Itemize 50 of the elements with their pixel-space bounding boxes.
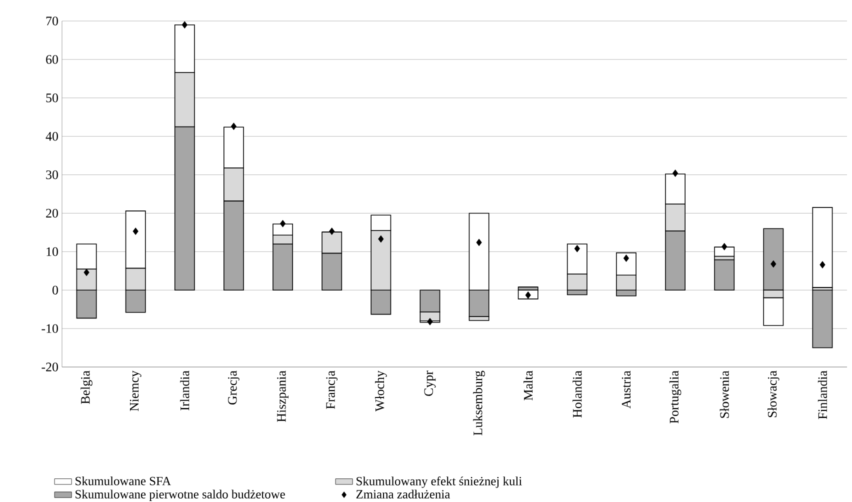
x-tick-label: Luksemburg xyxy=(473,370,485,436)
y-tick-label: 60 xyxy=(46,55,58,64)
x-tick-label: Malta xyxy=(524,370,533,400)
x-tick-label: Włochy xyxy=(375,370,387,412)
x-tick-label: Irlandia xyxy=(180,370,190,410)
point xyxy=(722,242,728,250)
x-tick-label: Portugalia xyxy=(669,370,682,424)
y-tick-label: -10 xyxy=(42,324,58,333)
y-tick-label: 10 xyxy=(46,247,58,256)
y-tick-label: -20 xyxy=(42,362,58,372)
point xyxy=(329,228,335,235)
x-tick-label: Niemcy xyxy=(130,370,142,412)
x-tick-label: Holandia xyxy=(572,370,582,418)
legend-label: Skumulowane pierwotne saldo budżetowe xyxy=(76,490,285,501)
x-tick-label: Cypr xyxy=(424,370,436,396)
legend-label: Skumulowane SFA xyxy=(76,476,171,486)
x-tick-label: Belgia xyxy=(80,370,92,404)
point xyxy=(770,260,776,268)
point xyxy=(182,21,188,29)
y-tick-label: 0 xyxy=(52,286,58,294)
x-tick-label: Hiszpania xyxy=(277,370,288,422)
y-tick-label: 50 xyxy=(46,94,58,102)
y-tick-label: 40 xyxy=(46,132,58,141)
point xyxy=(820,261,826,268)
y-tick-label: 30 xyxy=(46,170,58,180)
y-tick-label: 70 xyxy=(46,16,58,26)
legend-label: Skumulowany efekt śnieżnej kuli xyxy=(356,476,522,488)
point xyxy=(427,318,433,326)
x-tick-label: Finlandia xyxy=(818,370,828,420)
legend-label: Zmiana zadłużenia xyxy=(356,490,450,498)
bar xyxy=(714,259,735,291)
x-tick-label: Grecja xyxy=(228,370,240,404)
bar xyxy=(714,246,735,257)
bar xyxy=(812,290,833,348)
bar xyxy=(812,207,833,288)
point xyxy=(280,220,286,228)
point xyxy=(230,122,237,130)
point xyxy=(378,235,384,243)
point xyxy=(476,238,482,246)
point xyxy=(623,254,630,262)
point xyxy=(132,228,138,235)
x-tick-label: Austria xyxy=(622,370,631,409)
x-tick-label: Francja xyxy=(326,370,338,409)
point xyxy=(574,244,580,252)
point xyxy=(525,291,531,299)
point xyxy=(672,170,678,177)
y-tick-label: 20 xyxy=(46,208,58,218)
point xyxy=(84,268,90,276)
x-tick-label: Słowacja xyxy=(768,370,780,418)
x-tick-label: Słowenia xyxy=(720,370,729,418)
